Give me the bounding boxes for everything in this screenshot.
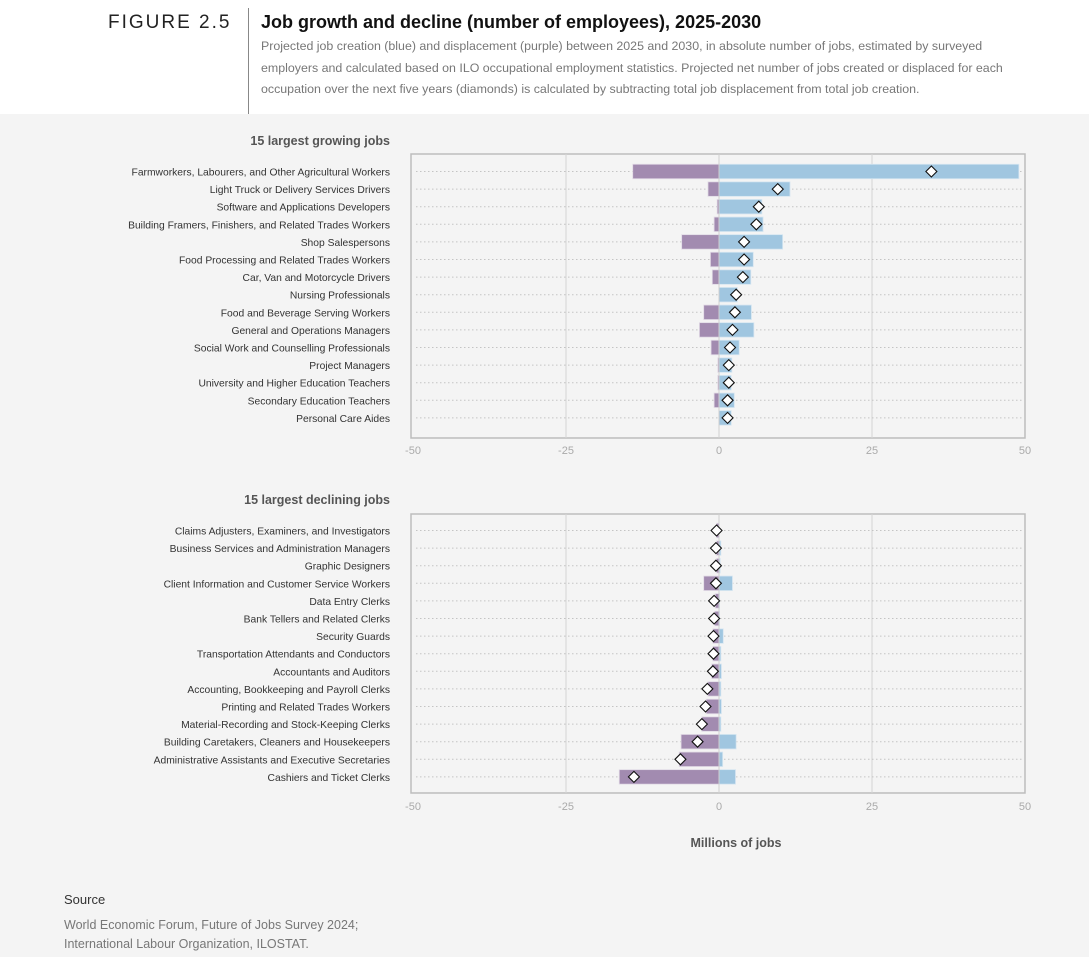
category-label: Project Managers [309,361,390,372]
creation-bar [718,734,737,750]
x-tick-label: 25 [866,445,878,457]
category-label: Bank Tellers and Related Clerks [244,615,390,626]
category-label: University and Higher Education Teachers [198,379,390,390]
category-label: Software and Applications Developers [217,203,390,214]
category-label: General and Operations Managers [231,326,390,337]
net-change-diamond [925,165,938,178]
displacement-bar [710,339,720,356]
net-change-diamond [752,200,766,213]
figure-label: FIGURE 2.5 [108,12,232,33]
net-change-diamond [721,394,734,407]
category-label: Client Information and Customer Service … [164,579,390,590]
net-change-diamond [771,182,785,196]
category-label: Secondary Education Teachers [248,396,390,407]
category-label: Accounting, Bookkeeping and Payroll Cler… [187,685,390,696]
category-label: Material-Recording and Stock-Keeping Cle… [181,720,390,731]
category-label: Shop Salespersons [301,238,390,249]
net-change-diamond [737,235,751,249]
source-line: World Economic Forum, Future of Jobs Sur… [64,918,359,932]
source-line: International Labour Organization, ILOST… [64,937,309,951]
displacement-bar [713,216,720,232]
x-tick-label: -25 [558,445,574,457]
net-change-diamond [722,358,736,372]
net-change-diamond [750,218,763,231]
net-change-diamond [674,753,687,766]
category-label: Security Guards [316,632,390,643]
displacement-bar [713,392,720,408]
category-label: Claims Adjusters, Examiners, and Investi… [175,527,390,538]
x-tick-label: -25 [558,801,574,813]
creation-bar [718,234,784,250]
net-change-diamond [699,700,712,713]
creation-bar [718,163,1020,180]
displacement-bar [707,181,720,197]
panel-title: 15 largest declining jobs [244,493,390,507]
net-change-diamond [723,341,737,354]
displacement-bar [699,322,720,338]
net-change-diamond [695,717,709,731]
net-change-diamond [707,612,721,625]
net-change-diamond [710,524,723,537]
category-label: Farmworkers, Labourers, and Other Agricu… [132,168,390,179]
figure-header: FIGURE 2.5 Job growth and decline (numbe… [0,0,1089,114]
net-change-diamond [729,288,743,301]
x-tick-label: 25 [866,801,878,813]
figure-subtitle: Projected job creation (blue) and displa… [261,39,1003,96]
displacement-bar [703,304,720,320]
net-change-diamond [709,559,723,572]
source-heading: Source [64,892,106,907]
x-tick-label: 0 [716,445,722,457]
category-label: Food Processing and Related Trades Worke… [179,256,390,267]
header-divider [248,8,249,114]
net-change-diamond [709,541,723,555]
category-label: Business Services and Administration Man… [170,544,390,555]
displacement-bar [632,163,720,180]
category-label: Nursing Professionals [290,291,390,302]
net-change-diamond [701,682,714,696]
net-change-diamond [709,577,723,590]
net-change-diamond [691,735,704,748]
source-text: World Economic Forum, Future of Jobs Sur… [64,916,358,954]
net-change-diamond [722,376,736,389]
net-change-diamond [707,647,720,660]
displacement-bar [681,234,720,250]
category-label: Food and Beverage Serving Workers [221,308,390,319]
category-label: Accountants and Auditors [273,667,390,678]
category-label: Building Framers, Finishers, and Related… [128,220,390,231]
x-tick-label: 50 [1019,801,1031,813]
net-change-diamond [627,770,641,784]
creation-bar [718,751,724,767]
category-label: Car, Van and Motorcycle Drivers [243,273,390,284]
category-label: Printing and Related Trades Workers [221,703,390,714]
x-tick-label: 50 [1019,445,1031,457]
net-change-diamond [736,270,750,284]
net-change-diamond [707,594,721,608]
category-label: Light Truck or Delivery Services Drivers [210,185,390,196]
displacement-bar [710,251,720,268]
creation-bar [718,769,736,785]
category-label: Social Work and Counselling Professional… [194,344,390,355]
category-label: Data Entry Clerks [309,597,390,608]
category-label: Personal Care Aides [296,414,390,425]
panel-title: 15 largest growing jobs [250,134,390,148]
displacement-bar [711,269,720,285]
x-axis-title: Millions of jobs [691,836,782,850]
net-change-diamond [721,411,734,425]
category-label: Building Caretakers, Cleaners and Housek… [164,738,390,749]
net-change-diamond [737,253,751,266]
category-label: Administrative Assistants and Executive … [154,755,390,766]
x-tick-label: 0 [716,801,722,813]
figure-title: Job growth and decline (number of employ… [261,12,762,32]
net-change-diamond [728,306,742,319]
category-label: Graphic Designers [305,562,390,573]
net-change-diamond [706,665,720,678]
category-label: Cashiers and Ticket Clerks [268,773,390,784]
category-label: Transportation Attendants and Conductors [197,650,390,661]
x-tick-label: -50 [405,445,421,457]
net-change-diamond [707,629,720,643]
net-change-diamond [726,323,739,337]
x-tick-label: -50 [405,801,421,813]
